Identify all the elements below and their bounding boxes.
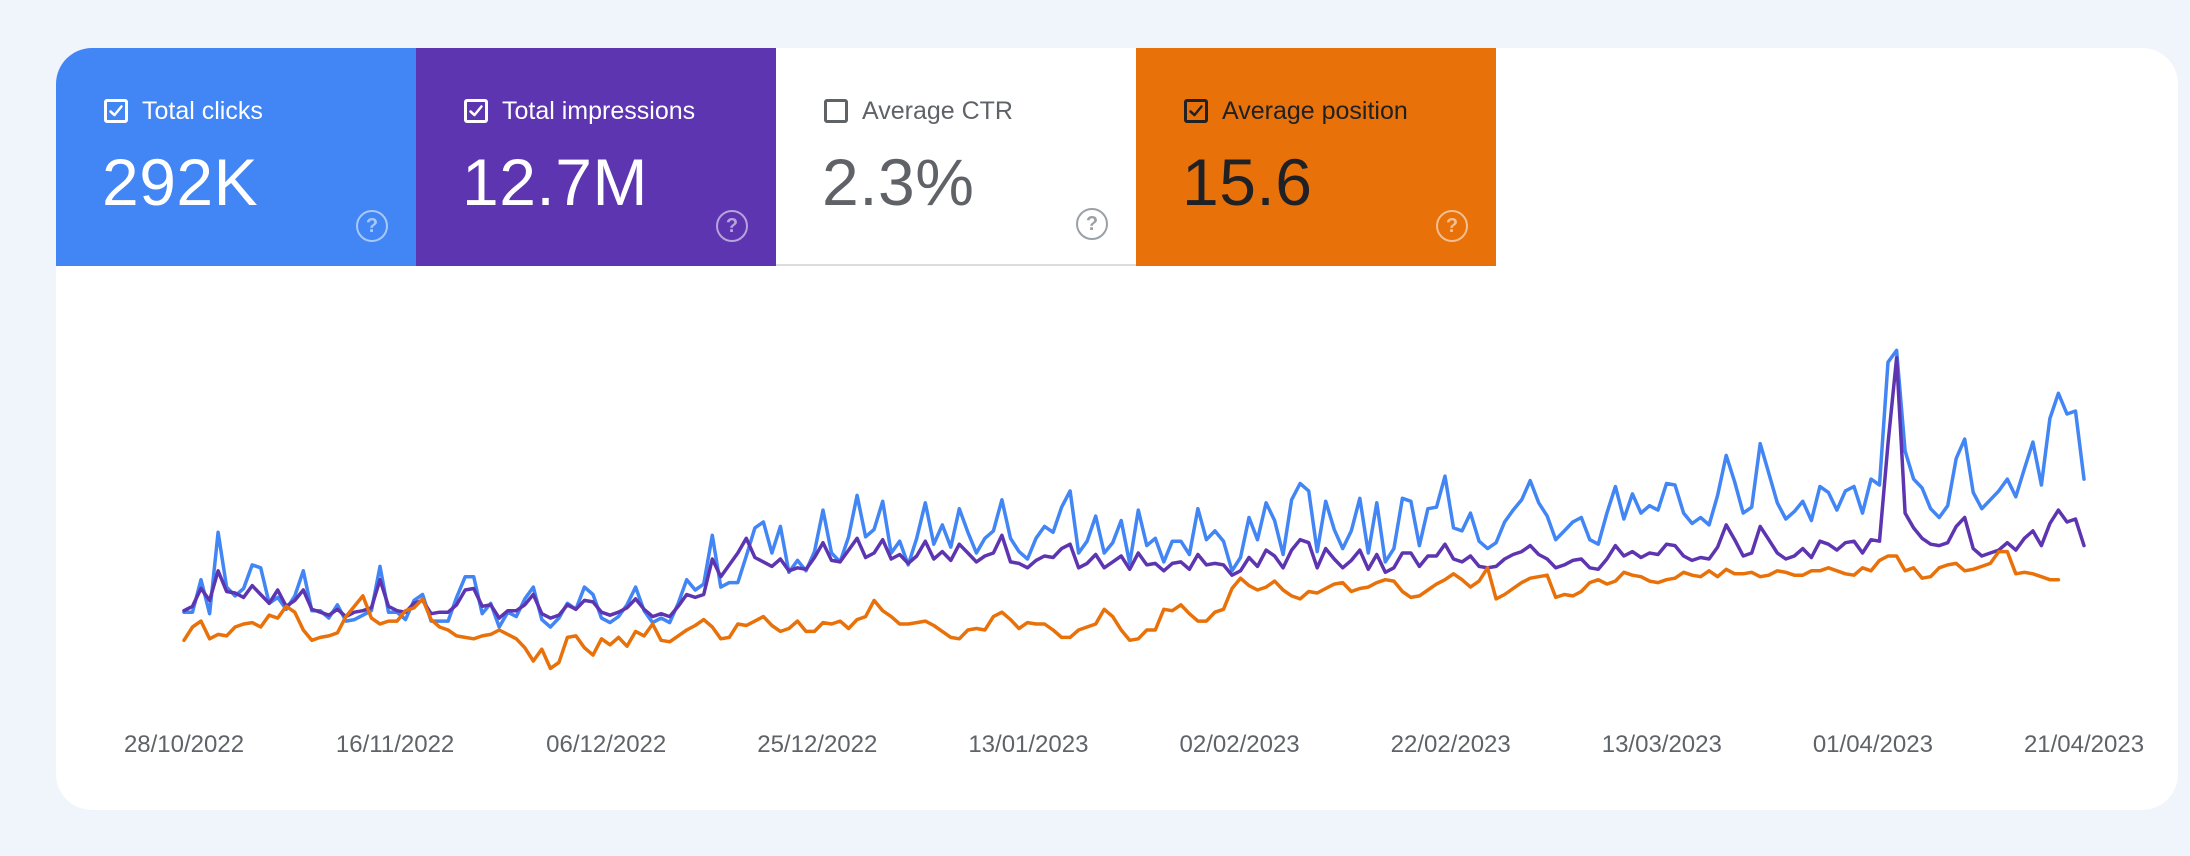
x-tick-label: 28/10/2022 bbox=[124, 731, 244, 758]
x-tick-label: 21/04/2023 bbox=[2024, 731, 2144, 758]
average-position-label: Average position bbox=[1222, 97, 1408, 125]
performance-chart[interactable]: 28/10/2022 16/11/2022 06/12/2022 25/12/2022… bbox=[56, 48, 2178, 810]
checkbox-checked-icon[interactable] bbox=[464, 99, 488, 123]
average-position-value: 15.6 bbox=[1182, 145, 1313, 219]
x-tick-label: 01/04/2023 bbox=[1813, 731, 1933, 758]
x-tick-label: 06/12/2022 bbox=[546, 731, 666, 758]
total-impressions-header: Total impressions bbox=[464, 96, 695, 126]
series-line-total-clicks[interactable] bbox=[182, 348, 2086, 629]
x-tick-label: 13/01/2023 bbox=[968, 731, 1088, 758]
help-icon[interactable]: ? bbox=[716, 210, 748, 242]
x-tick-label: 02/02/2023 bbox=[1180, 731, 1300, 758]
help-icon[interactable]: ? bbox=[1436, 210, 1468, 242]
total-clicks-value: 292K bbox=[102, 145, 259, 219]
average-ctr-card[interactable]: Average CTR 2.3% ? bbox=[776, 48, 1136, 266]
x-tick-label: 16/11/2022 bbox=[336, 731, 454, 758]
total-impressions-value: 12.7M bbox=[462, 145, 648, 219]
total-clicks-header: Total clicks bbox=[104, 96, 263, 126]
help-icon[interactable]: ? bbox=[1076, 208, 1108, 240]
total-clicks-card[interactable]: Total clicks 292K ? bbox=[56, 48, 416, 266]
total-impressions-card[interactable]: Total impressions 12.7M ? bbox=[416, 48, 776, 266]
total-clicks-label: Total clicks bbox=[142, 97, 263, 125]
average-ctr-label: Average CTR bbox=[862, 97, 1013, 125]
performance-panel: Total clicks 292K ? Total impressions 12… bbox=[56, 48, 2178, 810]
total-impressions-label: Total impressions bbox=[502, 97, 696, 125]
x-tick-label: 13/03/2023 bbox=[1602, 731, 1722, 758]
checkbox-checked-icon[interactable] bbox=[1184, 99, 1208, 123]
x-tick-label: 22/02/2023 bbox=[1391, 731, 1511, 758]
help-icon[interactable]: ? bbox=[356, 210, 388, 242]
average-position-header: Average position bbox=[1184, 96, 1408, 126]
average-position-card[interactable]: Average position 15.6 ? bbox=[1136, 48, 1496, 266]
x-tick-label: 25/12/2022 bbox=[757, 731, 877, 758]
series-line-average-position[interactable] bbox=[182, 549, 2061, 671]
average-ctr-value: 2.3% bbox=[822, 145, 975, 219]
checkbox-unchecked-icon[interactable] bbox=[824, 99, 848, 123]
average-ctr-header: Average CTR bbox=[824, 96, 1013, 126]
series-line-total-impressions[interactable] bbox=[182, 356, 2086, 620]
checkbox-checked-icon[interactable] bbox=[104, 99, 128, 123]
metric-cards: Total clicks 292K ? Total impressions 12… bbox=[56, 48, 1496, 266]
